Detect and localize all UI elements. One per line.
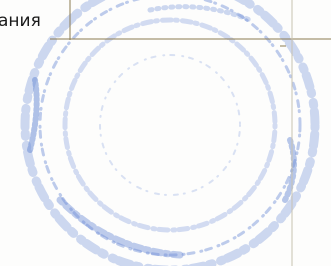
fragment-text: ания [0,11,41,31]
page: ания (() => { const data = JSON.parse(do… [0,0,331,266]
scan: ания [0,0,331,266]
